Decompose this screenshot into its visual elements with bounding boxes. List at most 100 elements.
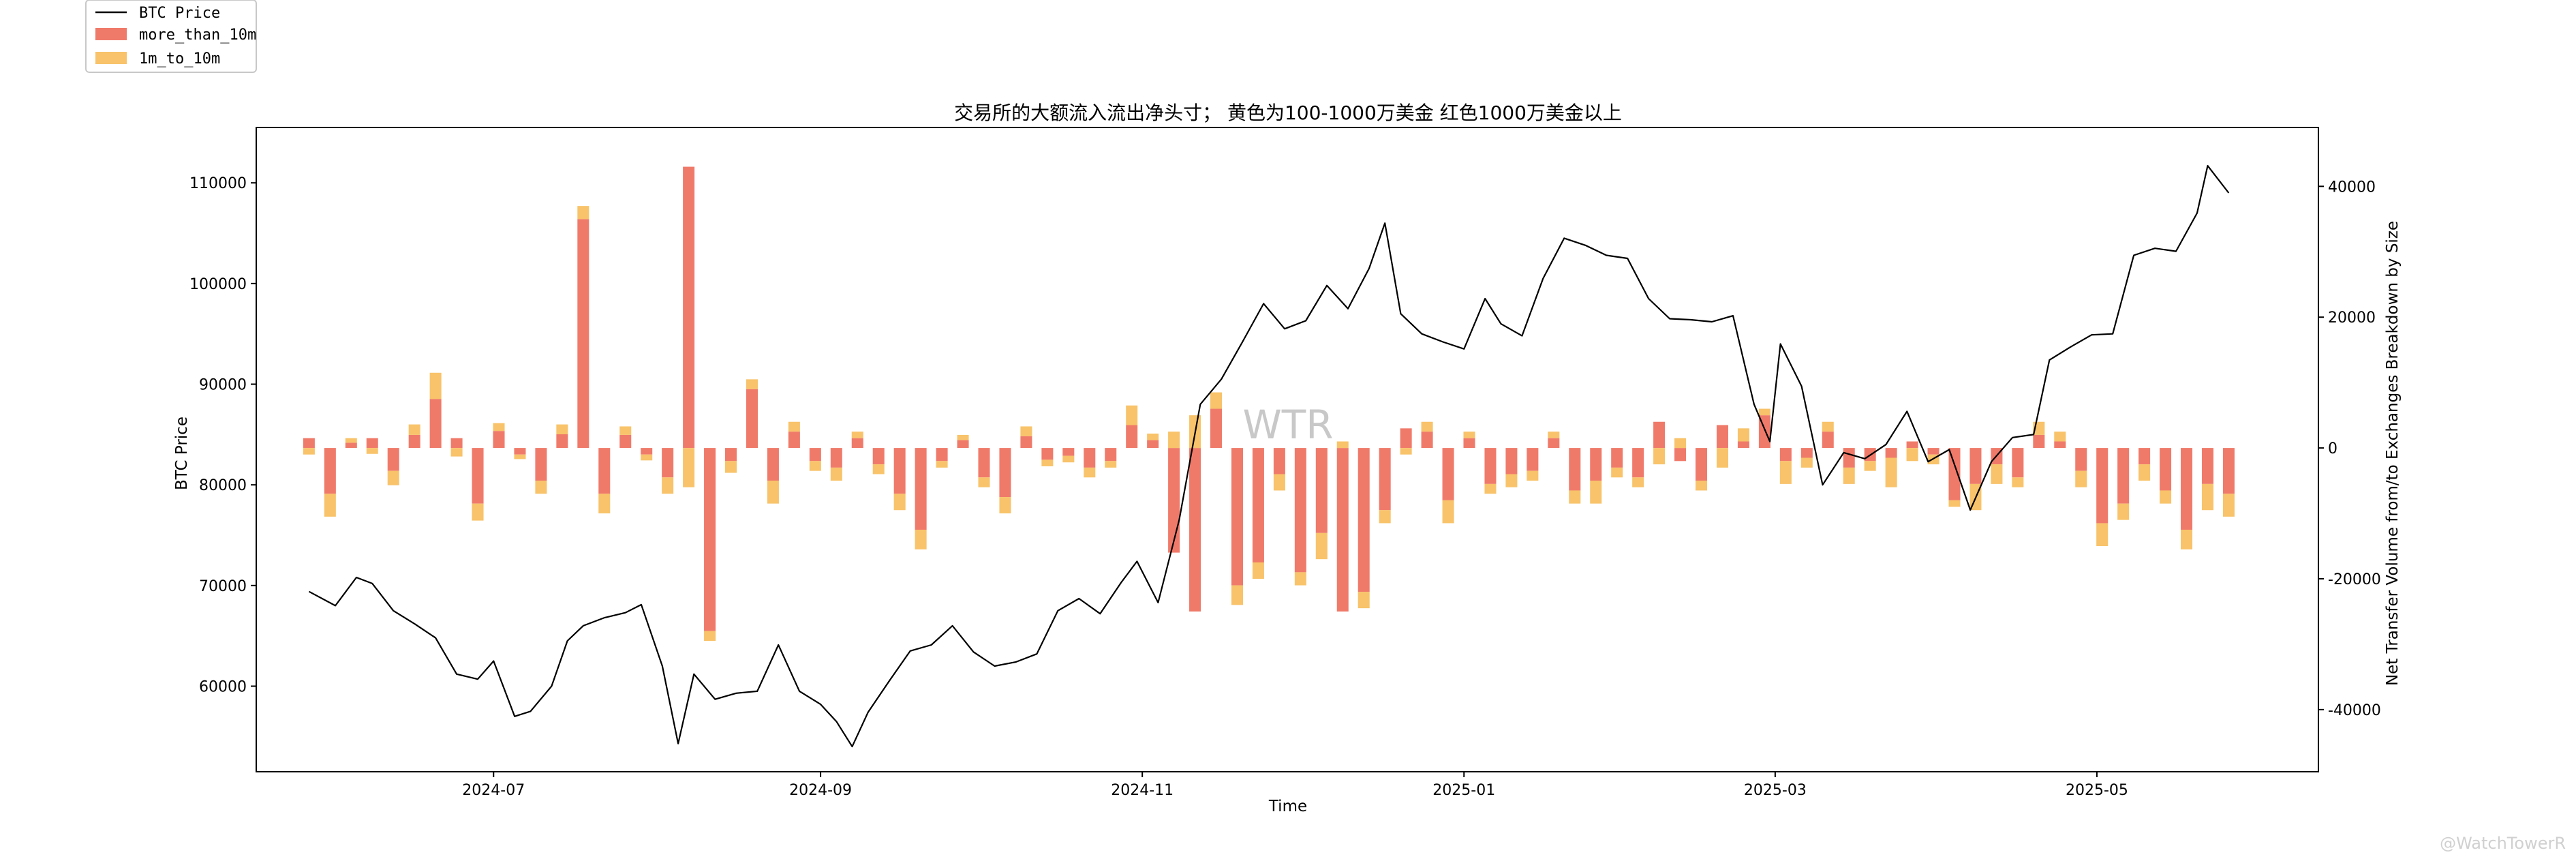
bar-more-than-10m bbox=[535, 448, 547, 481]
bar-1m-to-10m bbox=[366, 448, 378, 454]
bar-1m-to-10m bbox=[1822, 421, 1834, 432]
bar-more-than-10m bbox=[1505, 448, 1518, 474]
bar-more-than-10m bbox=[1969, 448, 1982, 484]
bar-1m-to-10m bbox=[872, 464, 885, 474]
bar-1m-to-10m bbox=[1505, 474, 1518, 487]
bar-more-than-10m bbox=[1084, 448, 1096, 468]
bar-more-than-10m bbox=[1779, 448, 1792, 462]
bar-more-than-10m bbox=[556, 434, 568, 449]
bar-1m-to-10m bbox=[1336, 441, 1349, 449]
legend: BTC Price more_than_10m 1m_to_10m bbox=[85, 0, 257, 73]
bar-1m-to-10m bbox=[2222, 494, 2235, 517]
bar-1m-to-10m bbox=[1400, 448, 1412, 455]
bar-1m-to-10m bbox=[1126, 405, 1138, 425]
bar-more-than-10m bbox=[387, 448, 399, 471]
bar-more-than-10m bbox=[1400, 428, 1412, 449]
bar-1m-to-10m bbox=[535, 481, 547, 494]
bar-more-than-10m bbox=[1358, 448, 1370, 592]
bar-more-than-10m bbox=[1590, 448, 1602, 481]
bar-1m-to-10m bbox=[345, 438, 357, 443]
bar-more-than-10m bbox=[2201, 448, 2213, 484]
bar-more-than-10m bbox=[2075, 448, 2087, 471]
bar-1m-to-10m bbox=[1948, 500, 1961, 507]
bar-1m-to-10m bbox=[1758, 408, 1770, 416]
bar-1m-to-10m bbox=[1590, 481, 1602, 504]
bar-more-than-10m bbox=[1822, 432, 1834, 449]
bar-more-than-10m bbox=[1168, 448, 1180, 553]
bar-more-than-10m bbox=[1948, 448, 1961, 500]
bar-more-than-10m bbox=[598, 448, 611, 494]
bar-1m-to-10m bbox=[788, 421, 800, 432]
bar-more-than-10m bbox=[1927, 448, 1939, 455]
bar-1m-to-10m bbox=[1105, 461, 1117, 468]
y-left-tick-label: 60000 bbox=[199, 678, 247, 695]
bar-1m-to-10m bbox=[1442, 500, 1454, 524]
bar-more-than-10m bbox=[577, 219, 589, 449]
y-right-tick-label: -40000 bbox=[2328, 702, 2381, 719]
bar-1m-to-10m bbox=[1294, 572, 1306, 586]
x-tick-label: 2024-09 bbox=[789, 782, 852, 799]
bar-more-than-10m bbox=[1189, 448, 1201, 612]
bar-more-than-10m bbox=[893, 448, 906, 494]
bar-more-than-10m bbox=[788, 432, 800, 449]
bar-1m-to-10m bbox=[1168, 432, 1180, 449]
bar-1m-to-10m bbox=[1716, 448, 1728, 468]
legend-label-more-than-10m: more_than_10m bbox=[139, 27, 256, 44]
bar-1m-to-10m bbox=[957, 434, 969, 440]
bar-more-than-10m bbox=[1252, 448, 1264, 562]
bar-more-than-10m bbox=[746, 389, 758, 449]
y-right-tick-label: 0 bbox=[2328, 440, 2337, 457]
bar-1m-to-10m bbox=[704, 631, 716, 642]
bar-more-than-10m bbox=[1674, 448, 1687, 462]
bar-1m-to-10m bbox=[1020, 426, 1032, 436]
bar-1m-to-10m bbox=[2181, 530, 2193, 549]
bar-1m-to-10m bbox=[1484, 483, 1497, 494]
bar-1m-to-10m bbox=[1653, 448, 1666, 465]
bar-more-than-10m bbox=[1421, 432, 1433, 449]
bar-more-than-10m bbox=[1126, 425, 1138, 449]
bar-more-than-10m bbox=[1041, 448, 1054, 460]
bar-1m-to-10m bbox=[556, 424, 568, 434]
bar-1m-to-10m bbox=[2117, 503, 2130, 520]
bar-more-than-10m bbox=[957, 440, 969, 449]
y-left-tick-label: 70000 bbox=[199, 578, 247, 595]
bar-more-than-10m bbox=[1548, 438, 1560, 449]
bar-more-than-10m bbox=[1210, 408, 1223, 449]
bar-more-than-10m bbox=[1696, 448, 1708, 481]
bar-more-than-10m bbox=[1062, 448, 1075, 456]
bar-more-than-10m bbox=[2222, 448, 2235, 494]
plot-area: 2024-07 2024-09 2024-11 2025-01 2025-03 2025-… bbox=[189, 127, 2381, 799]
bar-1m-to-10m bbox=[1084, 467, 1096, 478]
bar-1m-to-10m bbox=[1864, 461, 1876, 471]
bar-more-than-10m bbox=[2012, 448, 2024, 478]
bar-more-than-10m bbox=[978, 448, 990, 478]
bar-1m-to-10m bbox=[1463, 432, 1475, 438]
y-axis-right-title: Net Transfer Volume from/to Exchanges Br… bbox=[2384, 221, 2402, 686]
bar-more-than-10m bbox=[1020, 436, 1032, 449]
bar-1m-to-10m bbox=[2138, 464, 2151, 481]
x-tick-label: 2025-05 bbox=[2066, 782, 2128, 799]
bar-more-than-10m bbox=[830, 448, 842, 468]
bar-more-than-10m bbox=[1273, 448, 1285, 474]
bar-more-than-10m bbox=[619, 434, 632, 449]
bar-more-than-10m bbox=[1105, 448, 1117, 462]
bar-1m-to-10m bbox=[978, 477, 990, 487]
bar-1m-to-10m bbox=[1210, 392, 1223, 409]
bar-1m-to-10m bbox=[1906, 448, 1918, 462]
bar-more-than-10m bbox=[1379, 448, 1391, 511]
bar-1m-to-10m bbox=[408, 424, 420, 435]
bar-1m-to-10m bbox=[725, 461, 737, 473]
bar-more-than-10m bbox=[1315, 448, 1328, 533]
bar-1m-to-10m bbox=[1527, 470, 1539, 481]
x-tick-label: 2024-11 bbox=[1111, 782, 1174, 799]
bar-more-than-10m bbox=[345, 442, 357, 449]
bar-1m-to-10m bbox=[746, 379, 758, 389]
bar-1m-to-10m bbox=[1421, 421, 1433, 432]
y-left-tick-label: 80000 bbox=[199, 477, 247, 494]
x-tick-label: 2024-07 bbox=[462, 782, 525, 799]
credit-text: @WatchTowerR bbox=[2440, 834, 2566, 853]
bar-1m-to-10m bbox=[1147, 433, 1159, 440]
bar-more-than-10m bbox=[1885, 448, 1897, 458]
bar-more-than-10m bbox=[324, 448, 336, 494]
bar-more-than-10m bbox=[2160, 448, 2172, 491]
